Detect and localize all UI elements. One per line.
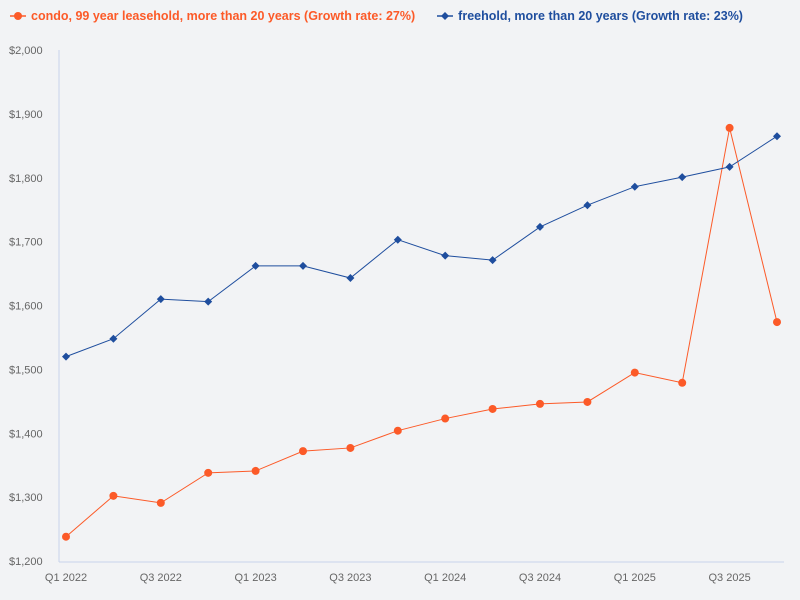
data-point[interactable]: [678, 173, 687, 182]
data-point[interactable]: [109, 491, 118, 500]
data-point[interactable]: [204, 468, 213, 477]
data-point[interactable]: [346, 443, 355, 452]
data-point[interactable]: [251, 466, 260, 475]
legend-item-condo[interactable]: condo, 99 year leasehold, more than 20 y…: [10, 9, 415, 23]
x-tick-label: Q3 2025: [708, 572, 750, 584]
series-condo: [62, 123, 781, 541]
y-tick-label: $1,800: [9, 173, 43, 185]
data-point[interactable]: [488, 404, 497, 413]
y-tick-label: $1,500: [9, 364, 43, 376]
data-point[interactable]: [773, 318, 781, 327]
legend-label-freehold: freehold, more than 20 years (Growth rat…: [458, 9, 743, 23]
data-point[interactable]: [346, 274, 355, 283]
x-tick-label: Q1 2023: [234, 572, 276, 584]
y-tick-label: $1,300: [9, 492, 43, 504]
legend-label-condo: condo, 99 year leasehold, more than 20 y…: [31, 9, 416, 23]
data-point[interactable]: [725, 162, 734, 171]
x-tick-label: Q1 2024: [424, 572, 466, 584]
data-point[interactable]: [536, 222, 544, 231]
data-point[interactable]: [299, 447, 307, 456]
data-point[interactable]: [393, 426, 402, 435]
data-point[interactable]: [630, 182, 639, 191]
data-point[interactable]: [583, 201, 592, 210]
data-point[interactable]: [583, 397, 592, 406]
data-point[interactable]: [156, 498, 165, 507]
data-point[interactable]: [725, 123, 734, 132]
x-tick-label: Q3 2022: [140, 572, 182, 584]
legend: condo, 99 year leasehold, more than 20 y…: [10, 9, 743, 23]
y-tick-label: $1,400: [9, 428, 43, 440]
data-point[interactable]: [62, 532, 70, 541]
data-point[interactable]: [536, 399, 544, 408]
series-line: [65, 135, 778, 358]
data-point[interactable]: [441, 414, 450, 423]
data-point[interactable]: [299, 261, 307, 270]
y-tick-label: $1,200: [9, 556, 43, 568]
series-line: [65, 127, 778, 538]
y-tick-label: $1,600: [9, 301, 43, 313]
circle-marker-icon: [10, 12, 26, 20]
data-point[interactable]: [204, 297, 213, 306]
x-tick-label: Q1 2022: [45, 572, 87, 584]
x-tick-label: Q1 2025: [614, 572, 656, 584]
series-freehold: [62, 132, 781, 361]
data-point[interactable]: [62, 352, 70, 361]
data-point[interactable]: [393, 235, 402, 244]
data-point[interactable]: [109, 334, 118, 343]
diamond-marker-icon: [437, 12, 454, 20]
data-point[interactable]: [156, 295, 165, 304]
y-tick-label: $2,000: [9, 45, 43, 57]
data-point[interactable]: [630, 368, 639, 377]
x-tick-label: Q3 2024: [519, 572, 561, 584]
data-point[interactable]: [251, 261, 260, 270]
y-tick-label: $1,700: [9, 237, 43, 249]
x-tick-label: Q3 2023: [329, 572, 371, 584]
data-point[interactable]: [678, 378, 687, 387]
y-tick-label: $1,900: [9, 109, 43, 121]
data-point[interactable]: [488, 256, 497, 265]
data-point[interactable]: [441, 251, 450, 260]
data-point[interactable]: [773, 132, 781, 141]
legend-item-freehold[interactable]: freehold, more than 20 years (Growth rat…: [437, 9, 743, 23]
